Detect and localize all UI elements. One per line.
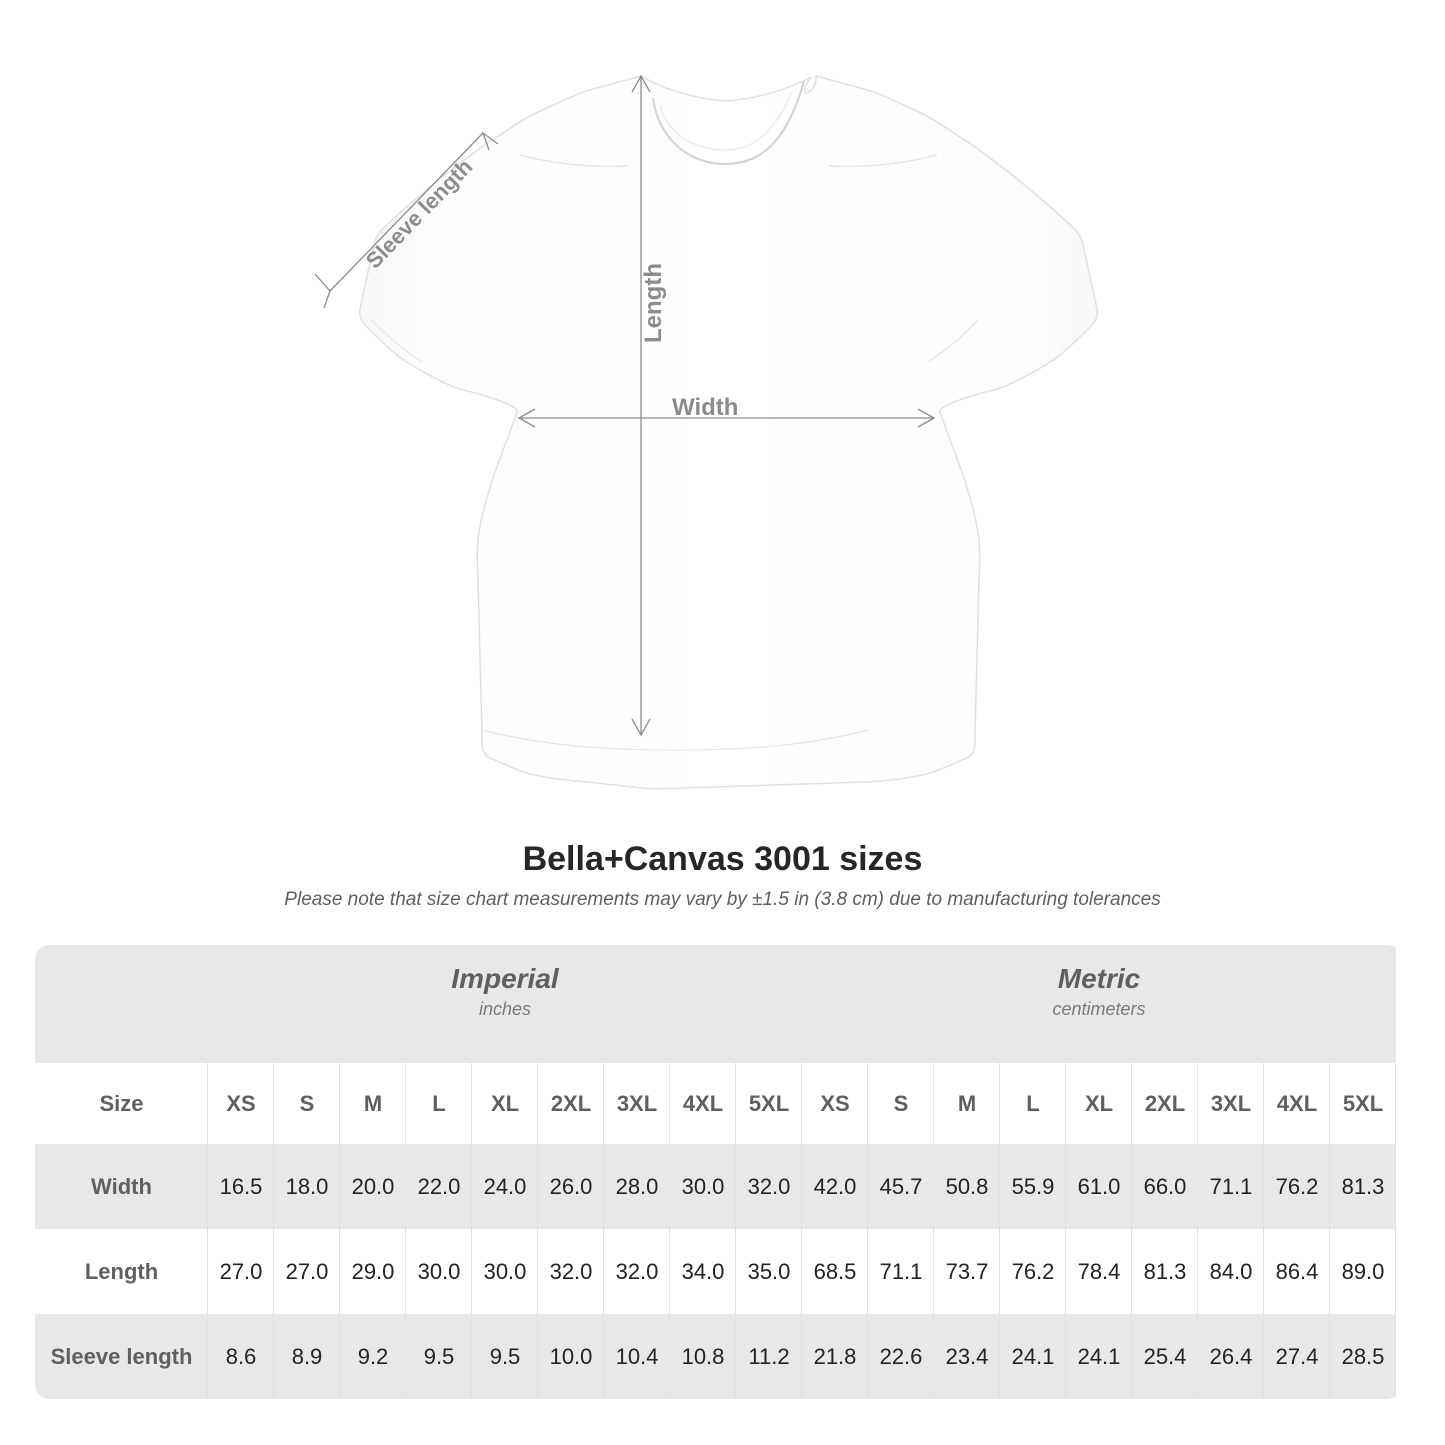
svg-text:Length: Length [640,263,667,343]
svg-text:Width: Width [672,394,738,421]
